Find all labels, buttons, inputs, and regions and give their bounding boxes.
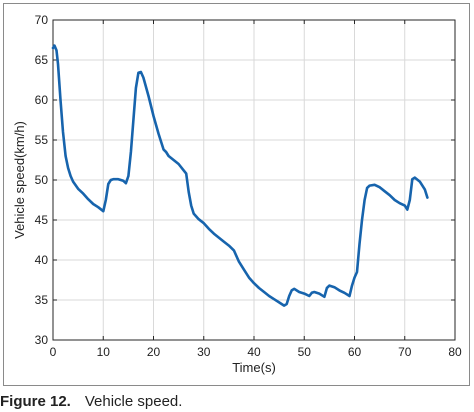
y-tick-label: 55 <box>35 133 49 147</box>
figure-caption-text: Vehicle speed. <box>84 393 183 410</box>
series-layer <box>51 44 429 307</box>
y-tick-label: 35 <box>35 293 49 307</box>
x-tick-label: 70 <box>398 345 412 359</box>
x-tick-label: 30 <box>197 345 211 359</box>
y-axis-label: Vehicle speed(km/h) <box>12 121 27 239</box>
figure-number: Figure 12. <box>0 393 71 410</box>
y-tick-label: 45 <box>35 213 49 227</box>
x-tick-label: 40 <box>247 345 261 359</box>
x-axis-label: Time(s) <box>232 360 276 375</box>
y-tick-label: 40 <box>35 253 49 267</box>
x-tick-label: 60 <box>348 345 362 359</box>
y-tick-label: 65 <box>35 53 49 67</box>
y-tick-label: 70 <box>35 13 49 27</box>
y-tick-label: 50 <box>35 173 49 187</box>
x-tick-label: 50 <box>298 345 312 359</box>
x-tick-label: 20 <box>147 345 161 359</box>
speed-series-line <box>51 44 429 307</box>
figure-caption: Figure 12. Vehicle speed. <box>0 393 182 410</box>
axis-ticks: 0 10 20 30 40 50 60 70 80 30 35 40 45 50 55 60 65 70 <box>35 13 462 359</box>
grid-lines <box>53 20 455 340</box>
x-tick-label: 0 <box>50 345 57 359</box>
y-tick-label: 60 <box>35 93 49 107</box>
figure-frame <box>3 3 470 386</box>
x-tick-label: 10 <box>97 345 111 359</box>
y-tick-label: 30 <box>35 333 49 347</box>
x-tick-label: 80 <box>448 345 462 359</box>
